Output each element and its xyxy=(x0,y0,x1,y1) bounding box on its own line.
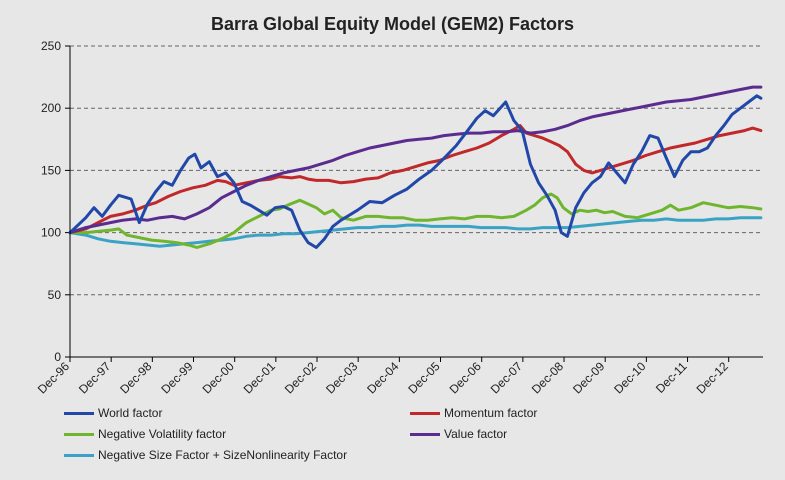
y-tick-label: 200 xyxy=(41,101,61,115)
x-tick-label: Dec-09 xyxy=(570,359,607,396)
y-tick-label: 50 xyxy=(48,288,62,302)
gridlines xyxy=(70,45,763,296)
x-tick-label: Dec-05 xyxy=(405,359,442,396)
legend-swatch xyxy=(64,411,94,415)
x-tick-label: Dec-02 xyxy=(282,359,319,396)
y-tick-label: 250 xyxy=(41,39,61,53)
x-tick-label: Dec-06 xyxy=(447,359,484,396)
x-tick-label: Dec-07 xyxy=(488,359,525,396)
x-tick-label: Dec-03 xyxy=(323,359,360,396)
x-tick-label: Dec-12 xyxy=(694,359,731,396)
series-line xyxy=(68,216,763,248)
x-tick-label: Dec-00 xyxy=(200,359,237,396)
legend-swatch xyxy=(64,432,94,436)
legend-label: Momentum factor xyxy=(444,406,538,420)
legend-label: Negative Size Factor + SizeNonlinearity … xyxy=(98,448,348,462)
chart-title: Barra Global Equity Model (GEM2) Factors xyxy=(210,14,575,34)
x-tick-label: Dec-97 xyxy=(76,359,113,396)
legend-item: Negative Volatility factor xyxy=(64,427,226,441)
x-tick-label: Dec-99 xyxy=(158,359,195,396)
x-tick-label: Dec-96 xyxy=(35,359,72,396)
legend-label: Negative Volatility factor xyxy=(98,427,227,441)
y-axis-ticks: 0 50 100 150 200 250 xyxy=(41,39,70,364)
legend-item: World factor xyxy=(64,406,162,420)
x-tick-label: Dec-10 xyxy=(611,359,648,396)
x-tick-label: Dec-08 xyxy=(529,359,566,396)
series-lines xyxy=(68,85,763,249)
y-tick-label: 150 xyxy=(41,163,61,177)
legend-item: Value factor xyxy=(410,427,507,441)
series-line xyxy=(68,192,763,249)
x-axis-ticks: Dec-96 Dec-97 Dec-98 Dec-99 Dec-00 Dec-01 Dec-… xyxy=(35,357,731,396)
series-line xyxy=(68,94,763,249)
x-tick-label: Dec-01 xyxy=(241,359,278,396)
x-tick-label: Dec-04 xyxy=(364,359,401,396)
series-line xyxy=(68,124,763,235)
legend-item: Negative Size Factor + SizeNonlinearity … xyxy=(64,448,347,462)
y-tick-label: 0 xyxy=(54,350,61,364)
series-line xyxy=(68,85,763,235)
legend-label: World factor xyxy=(98,406,163,420)
x-tick-label: Dec-98 xyxy=(117,359,154,396)
x-tick-label: Dec-11 xyxy=(653,359,690,396)
legend-swatch xyxy=(410,411,440,415)
legend-item: Momentum factor xyxy=(410,406,537,420)
y-tick-label: 100 xyxy=(41,226,61,240)
legend-label: Value factor xyxy=(444,427,508,441)
legend-swatch xyxy=(410,432,440,436)
legend-swatch xyxy=(64,453,94,457)
